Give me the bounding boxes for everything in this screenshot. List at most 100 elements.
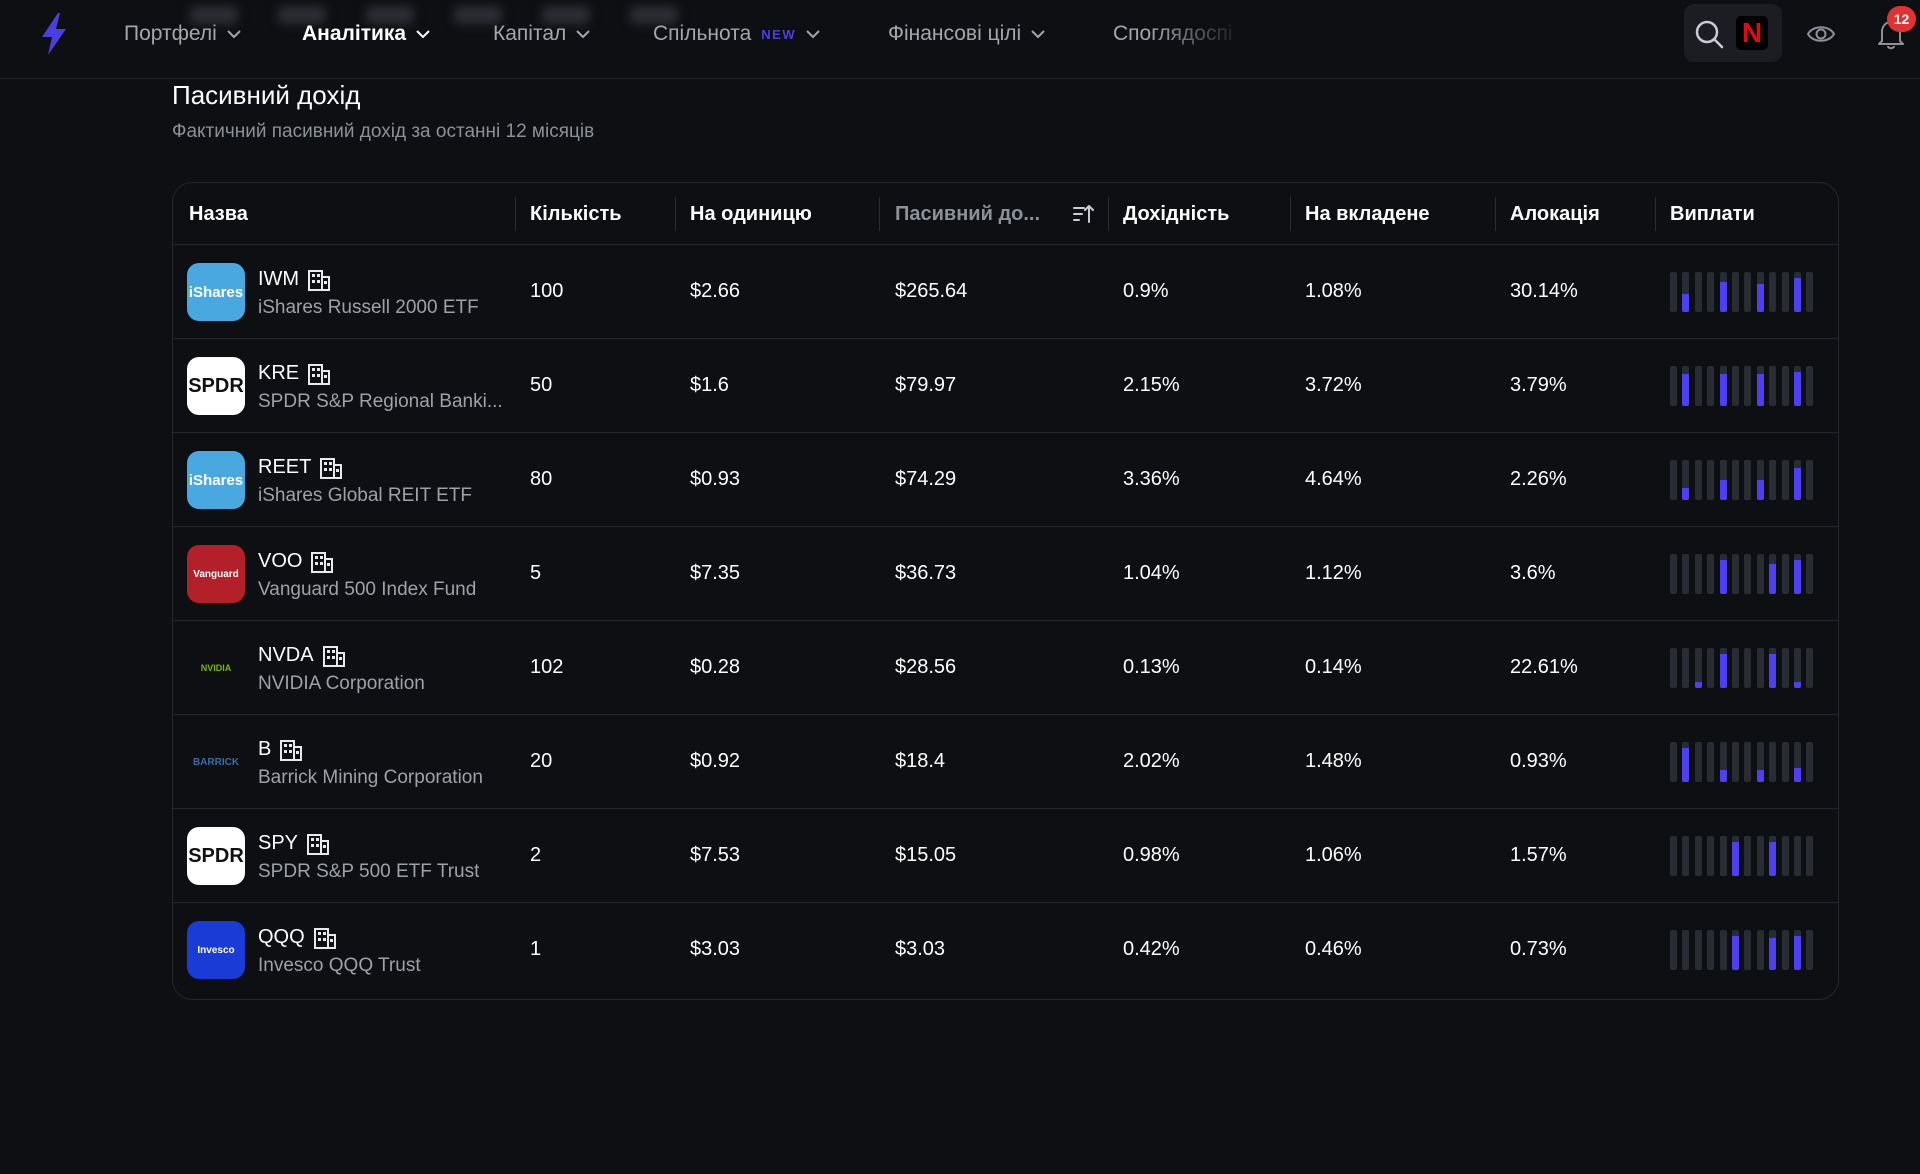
on-invested-cell: 1.48% xyxy=(1305,750,1362,772)
payout-bar xyxy=(1719,648,1727,688)
payouts-chart[interactable] xyxy=(1670,930,1820,970)
payouts-chart[interactable] xyxy=(1670,554,1820,594)
security-name: SPDR S&P Regional Banki... xyxy=(258,391,503,412)
header-payouts[interactable]: Виплати xyxy=(1670,203,1755,225)
logo-text: NVIDIA xyxy=(200,663,232,673)
header-on-invested[interactable]: На вкладене xyxy=(1305,203,1430,225)
bolt-logo-icon[interactable] xyxy=(38,12,70,56)
blurred-pill xyxy=(278,6,326,24)
payout-bar xyxy=(1781,648,1789,688)
netflix-icon[interactable]: N xyxy=(1736,16,1768,50)
logo-text: iShares xyxy=(188,471,244,489)
payout-bar xyxy=(1806,742,1814,782)
ticker-symbol[interactable]: SPY xyxy=(258,832,330,855)
column-divider xyxy=(1655,197,1656,231)
quantity-cell: 50 xyxy=(530,374,553,396)
column-divider xyxy=(1290,197,1291,231)
allocation-cell: 2.26% xyxy=(1510,468,1567,490)
search-icon[interactable] xyxy=(1694,19,1724,49)
payout-bar xyxy=(1744,366,1752,406)
chevron-down-icon xyxy=(416,29,430,38)
ticker-symbol[interactable]: KRE xyxy=(258,362,331,385)
per-unit-cell: $0.92 xyxy=(690,750,741,772)
building-icon xyxy=(313,927,336,949)
ticker-symbol[interactable]: VOO xyxy=(258,550,334,573)
payout-fill xyxy=(1794,768,1801,782)
payout-bar xyxy=(1732,460,1739,500)
payouts-chart[interactable] xyxy=(1670,366,1820,406)
payout-bar xyxy=(1719,554,1727,594)
nav-financial-goals[interactable]: Фінансові цілі xyxy=(888,20,1045,48)
column-divider xyxy=(515,197,516,231)
payout-fill xyxy=(1756,374,1764,406)
blurred-pill xyxy=(366,6,414,24)
yield-cell: 1.04% xyxy=(1123,562,1180,584)
table-row[interactable]: BARRICK B Barrick Mining Corporation 20 $0.9… xyxy=(173,715,1838,809)
payout-bar xyxy=(1682,272,1690,312)
payout-bar xyxy=(1707,272,1715,312)
nav-label: Фінансові цілі xyxy=(888,22,1022,45)
payout-bar xyxy=(1781,366,1789,406)
logo-text: Vanguard xyxy=(193,568,239,580)
nav-capital[interactable]: Капітал xyxy=(493,20,590,48)
table-row[interactable]: Invesco QQQ Invesco QQQ Trust 1 $3.03 $3.03 0.… xyxy=(173,903,1838,997)
sort-icon[interactable] xyxy=(1072,203,1094,225)
nav-label: Аналітика xyxy=(302,22,407,45)
notification-badge: 12 xyxy=(1887,6,1916,32)
ticker-symbol[interactable]: QQQ xyxy=(258,926,337,949)
allocation-cell: 1.57% xyxy=(1510,844,1567,866)
payouts-chart[interactable] xyxy=(1670,836,1820,876)
passive-income-cell: $265.64 xyxy=(895,280,968,302)
payouts-chart[interactable] xyxy=(1670,460,1820,500)
column-divider xyxy=(675,197,676,231)
ticker-symbol[interactable]: REET xyxy=(258,456,343,479)
payout-bar xyxy=(1806,460,1814,500)
header-name[interactable]: Назва xyxy=(189,203,248,225)
table-row[interactable]: NVIDIA NVDA NVIDIA Corporation 102 $0.28 $28.… xyxy=(173,621,1838,715)
nav-portfolios[interactable]: Портфелі xyxy=(124,20,241,48)
column-divider xyxy=(1495,197,1496,231)
payout-bar xyxy=(1806,272,1814,312)
ticker-symbol[interactable]: B xyxy=(258,738,303,761)
logo-text: iShares xyxy=(188,283,244,301)
new-badge: NEW xyxy=(761,26,797,42)
header-allocation[interactable]: Алокація xyxy=(1510,203,1600,225)
header-yield[interactable]: Дохідність xyxy=(1123,203,1230,225)
logo-text: SPDR xyxy=(188,844,244,867)
ticker-symbol[interactable]: IWM xyxy=(258,268,331,291)
payout-bar xyxy=(1756,930,1764,970)
payout-fill xyxy=(1719,480,1727,500)
payout-bar xyxy=(1694,366,1702,406)
payout-bar xyxy=(1756,648,1764,688)
payout-bar xyxy=(1719,930,1727,970)
building-icon xyxy=(307,833,330,855)
on-invested-cell: 0.46% xyxy=(1305,938,1362,960)
payout-bar xyxy=(1744,648,1752,688)
payout-fill xyxy=(1756,770,1764,782)
per-unit-cell: $0.93 xyxy=(690,468,741,490)
payout-bar xyxy=(1756,554,1764,594)
payout-bar xyxy=(1682,366,1690,406)
payout-bar xyxy=(1756,742,1764,782)
payouts-chart[interactable] xyxy=(1670,742,1820,782)
eye-icon[interactable] xyxy=(1806,20,1836,48)
payout-bar xyxy=(1806,930,1814,970)
table-row[interactable]: Vanguard VOO Vanguard 500 Index Fund 5 $7.35… xyxy=(173,527,1838,621)
table-row[interactable]: SPDR KRE SPDR S&P Regional Banki... 50 $1.6 $… xyxy=(173,339,1838,433)
table-row[interactable]: SPDR SPY SPDR S&P 500 ETF Trust 2 $7.53 $15.0… xyxy=(173,809,1838,903)
header-quantity[interactable]: Кількість xyxy=(530,203,622,225)
table-row[interactable]: iShares IWM iShares Russell 2000 ETF 100 $2.… xyxy=(173,245,1838,339)
payouts-chart[interactable] xyxy=(1670,648,1820,688)
table-row[interactable]: iShares REET iShares Global REIT ETF 80 $0.9… xyxy=(173,433,1838,527)
nav-analytics[interactable]: Аналітика xyxy=(302,20,430,48)
nav-label: Капітал xyxy=(493,22,567,45)
payout-bar xyxy=(1707,836,1715,876)
ticker-symbol[interactable]: NVDA xyxy=(258,644,346,667)
per-unit-cell: $0.28 xyxy=(690,656,741,678)
header-passive-income[interactable]: Пасивний до... xyxy=(895,203,1041,225)
payout-bar xyxy=(1694,272,1702,312)
payouts-chart[interactable] xyxy=(1670,272,1820,312)
header-per-unit[interactable]: На одиницю xyxy=(690,203,812,225)
company-logo: SPDR xyxy=(187,357,245,415)
nav-community[interactable]: Спільнота NEW xyxy=(653,20,820,48)
